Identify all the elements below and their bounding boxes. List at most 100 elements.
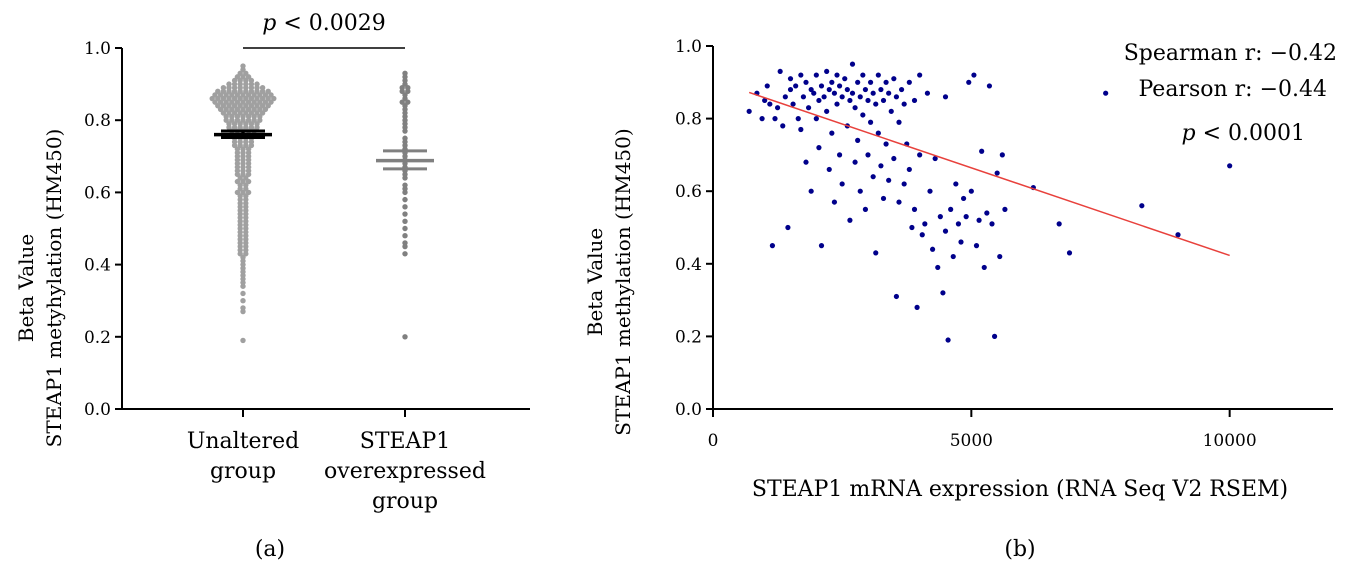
panel-b-point xyxy=(780,123,786,129)
panel-b-point xyxy=(1002,206,1008,212)
panel-b-point xyxy=(1175,232,1181,238)
panel-b-label: (b) xyxy=(1004,537,1035,562)
panel-b-point xyxy=(896,199,902,205)
panel-b-point xyxy=(777,68,783,75)
panel-b-point xyxy=(953,181,959,187)
panel-a-y-tick-label: 0.6 xyxy=(84,183,111,203)
panel-a-label: (a) xyxy=(255,537,285,562)
panel-a-category-label-line: group xyxy=(210,459,276,484)
panel-b-point xyxy=(963,214,969,220)
panel-b-y-axis-label: Beta Value STEAP1 methylation (HM450) xyxy=(583,128,635,435)
panel-b-point xyxy=(888,108,894,114)
panel-b-point xyxy=(971,72,977,78)
panel-b-point xyxy=(976,217,982,223)
panel-b-point xyxy=(857,188,863,194)
panel-b-x-axis-label: STEAP1 mRNA expression (RNA Seq V2 RSEM) xyxy=(752,477,1288,502)
panel-b-y-tick-label: 0.6 xyxy=(675,182,702,202)
panel-b-point xyxy=(940,290,946,296)
panel-b-point xyxy=(880,97,887,104)
panel-b-point xyxy=(950,253,956,260)
panel-b-point xyxy=(867,119,874,125)
panel-b-point xyxy=(1066,250,1073,256)
panel-b-point xyxy=(873,101,879,107)
panel-b-point xyxy=(831,90,838,96)
panel-b-y-tick-label: 0.4 xyxy=(675,255,702,275)
panel-b-point xyxy=(821,94,827,100)
panel-b-point xyxy=(803,79,809,85)
panel-b-point xyxy=(795,116,801,122)
panel-b-point xyxy=(909,224,915,231)
panel-b-point xyxy=(836,152,843,158)
panel-a-point xyxy=(215,88,221,95)
panel-a-y-label-line1: Beta Value xyxy=(14,234,38,343)
panel-b-point xyxy=(917,152,923,158)
panel-b-point xyxy=(811,90,817,96)
panel-a-point xyxy=(402,225,408,232)
panel-b-point xyxy=(1227,163,1233,169)
panel-a-y-ticks: 0.0 0.2 0.4 0.6 0.8 1.0 xyxy=(84,39,122,420)
panel-b-point xyxy=(870,90,876,96)
panel-b-point xyxy=(917,72,923,78)
panel-b-point xyxy=(986,83,993,89)
panel-b-point xyxy=(793,83,799,89)
panel-b-point xyxy=(906,79,912,85)
panel-b-points xyxy=(746,61,1233,343)
panel-b-point xyxy=(875,72,881,78)
panel-a-point xyxy=(402,218,408,224)
panel-a-point xyxy=(402,251,408,257)
panel-b-point xyxy=(808,188,814,194)
panel-b-point xyxy=(968,188,974,194)
panel-b-y-tick-label: 0.2 xyxy=(675,327,702,347)
panel-b-point xyxy=(1139,203,1145,209)
panel-a-point xyxy=(240,337,246,344)
panel-b-regression-line xyxy=(748,91,1230,257)
panel-b-point xyxy=(805,105,812,111)
panel-b-point xyxy=(798,126,804,133)
panel-b-point xyxy=(826,166,832,173)
panel-b-spearman-label: Spearman r: −0.42 xyxy=(1124,41,1337,66)
panel-a-mean-sem-bars xyxy=(214,129,434,171)
panel-b-point xyxy=(914,304,920,310)
panel-a-point xyxy=(240,305,246,311)
panel-b-point xyxy=(955,221,962,227)
panel-b-y-label-line2: STEAP1 methylation (HM450) xyxy=(611,128,635,435)
panel-b-point xyxy=(870,174,876,180)
panel-b-point xyxy=(906,166,912,173)
panel-b-point xyxy=(973,243,980,249)
panel-b-point xyxy=(855,137,861,143)
panel-b-point xyxy=(942,228,949,234)
panel-b-point xyxy=(942,94,949,100)
panel-b-point xyxy=(787,86,794,93)
panel-b-point xyxy=(762,97,768,104)
panel-a-category-label-line: group xyxy=(372,489,438,514)
panel-b-point xyxy=(873,250,879,256)
panel-b-point xyxy=(875,130,881,136)
panel-b-point xyxy=(991,333,998,339)
panel-b-point xyxy=(958,239,964,245)
panel-a-category-label-line: overexpressed xyxy=(324,459,486,484)
panel-b-point xyxy=(878,163,884,169)
panel-b-point xyxy=(901,181,907,187)
panel-b-x-tick-label: 0 xyxy=(708,431,719,451)
panel-b-x-tick-label: 5000 xyxy=(950,431,993,451)
panel-b-point xyxy=(798,72,804,78)
panel-b-point xyxy=(919,232,925,238)
panel-b-point xyxy=(746,108,752,114)
panel-b-point xyxy=(937,214,943,220)
panel-b-point xyxy=(834,72,840,78)
panel-b-point xyxy=(960,195,967,202)
panel-b-point xyxy=(852,159,858,165)
panel-b-point xyxy=(989,221,995,227)
panel-b-point xyxy=(896,119,902,125)
panel-b-point xyxy=(948,206,954,212)
panel-b-point xyxy=(878,86,884,93)
panel-b-point xyxy=(862,86,869,93)
panel-b-pearson-label: Pearson r: −0.44 xyxy=(1138,77,1327,102)
panel-a-y-axis-label: Beta Value STEAP1 metyhylation (HM450) xyxy=(14,129,66,448)
panel-b-point xyxy=(979,148,985,154)
panel-a-y-tick-label: 0.8 xyxy=(84,111,111,131)
panel-b-point xyxy=(759,116,765,122)
panel-a-y-tick-label: 0.4 xyxy=(84,256,111,276)
panel-a-x-ticks xyxy=(242,409,406,417)
